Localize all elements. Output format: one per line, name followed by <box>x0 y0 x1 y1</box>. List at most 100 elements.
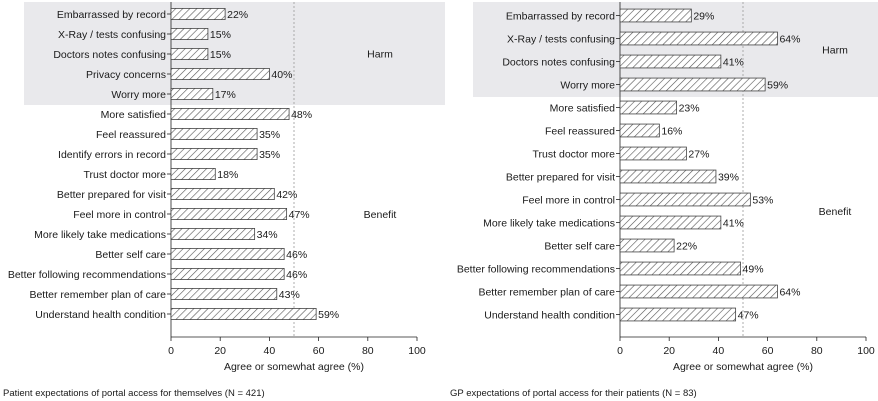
category-label: Better self care <box>544 240 615 252</box>
group-label-benefit: Benefit <box>364 209 397 221</box>
value-label: 41% <box>723 217 744 229</box>
value-label: 46% <box>286 269 307 281</box>
category-label: Feel more in control <box>73 209 166 221</box>
group-label-benefit: Benefit <box>819 206 852 218</box>
chart-caption: Patient expectations of portal access fo… <box>3 388 265 399</box>
bar <box>170 187 275 200</box>
value-label: 64% <box>779 286 800 298</box>
value-label: 49% <box>743 263 764 275</box>
bar <box>619 192 751 207</box>
category-label: Worry more <box>560 79 615 91</box>
value-label: 40% <box>271 69 292 81</box>
bar <box>619 169 717 184</box>
category-label: Identify errors in record <box>58 149 166 161</box>
x-tick-label: 100 <box>408 345 426 357</box>
bar <box>170 287 278 300</box>
value-label: 47% <box>289 209 310 221</box>
bar <box>170 7 226 20</box>
category-label: Better prepared for visit <box>506 171 615 183</box>
value-label: 35% <box>259 129 280 141</box>
value-label: 23% <box>679 102 700 114</box>
value-label: 15% <box>210 29 231 41</box>
harm-band <box>24 2 445 105</box>
value-label: 46% <box>286 249 307 261</box>
group-label-harm: Harm <box>367 49 393 61</box>
category-label: Privacy concerns <box>86 69 166 81</box>
category-label: Feel reassured <box>545 125 615 137</box>
category-label: Better following recommendations <box>8 269 166 281</box>
bar <box>170 88 214 101</box>
bar <box>170 207 288 220</box>
value-label: 43% <box>279 289 300 301</box>
bar <box>619 123 660 138</box>
category-label: Worry more <box>111 89 166 101</box>
value-label: 34% <box>257 229 278 241</box>
x-tick-label: 60 <box>762 345 774 357</box>
value-label: 42% <box>276 189 297 201</box>
group-label-harm: Harm <box>822 45 848 57</box>
value-label: 22% <box>676 240 697 252</box>
bar <box>619 8 692 23</box>
category-label: Better prepared for visit <box>57 189 166 201</box>
x-tick-label: 40 <box>264 345 276 357</box>
bar <box>170 127 258 140</box>
value-label: 16% <box>661 125 682 137</box>
x-axis-title: Agree or somewhat agree (%) <box>224 361 364 373</box>
value-label: 35% <box>259 149 280 161</box>
value-label: 29% <box>693 10 714 22</box>
bar <box>170 247 285 260</box>
bar <box>170 68 270 81</box>
bar <box>619 146 687 161</box>
bar <box>619 238 675 253</box>
value-label: 59% <box>767 79 788 91</box>
value-label: 64% <box>779 33 800 45</box>
x-tick-label: 100 <box>857 345 875 357</box>
category-label: Better remember plan of care <box>29 289 166 301</box>
bar <box>619 307 737 322</box>
chart-panel-2: Embarrassed by record 29% X-Ray / tests co… <box>450 2 878 399</box>
category-label: Embarrassed by record <box>506 10 615 22</box>
bar <box>170 108 290 121</box>
x-tick-label: 80 <box>362 345 374 357</box>
bar <box>619 54 722 69</box>
x-tick-label: 20 <box>214 345 226 357</box>
category-label: Understand health condition <box>35 309 166 321</box>
value-label: 15% <box>210 49 231 61</box>
x-tick-label: 40 <box>713 345 725 357</box>
bar <box>170 167 216 180</box>
chart-caption: GP expectations of portal access for the… <box>450 388 697 399</box>
category-label: More likely take medications <box>34 229 166 241</box>
x-tick-label: 60 <box>313 345 325 357</box>
value-label: 27% <box>688 148 709 160</box>
category-label: X-Ray / tests confusing <box>58 29 166 41</box>
category-label: Understand health condition <box>484 309 615 321</box>
bar <box>619 284 778 299</box>
x-tick-label: 20 <box>663 345 675 357</box>
x-axis-title: Agree or somewhat agree (%) <box>673 361 813 373</box>
category-label: Feel more in control <box>522 194 615 206</box>
category-label: Feel reassured <box>96 129 166 141</box>
category-label: Better remember plan of care <box>478 286 615 298</box>
category-label: More satisfied <box>101 109 167 121</box>
bar <box>170 267 285 280</box>
bar <box>170 227 256 240</box>
value-label: 48% <box>291 109 312 121</box>
category-label: Doctors notes confusing <box>53 49 166 61</box>
bar <box>619 77 766 92</box>
bar <box>170 147 258 160</box>
value-label: 39% <box>718 171 739 183</box>
x-tick-label: 80 <box>811 345 823 357</box>
bar <box>619 31 778 46</box>
value-label: 41% <box>723 56 744 68</box>
bar <box>619 100 677 115</box>
value-label: 53% <box>752 194 773 206</box>
category-label: Trust doctor more <box>84 169 167 181</box>
value-label: 22% <box>227 9 248 21</box>
category-label: Trust doctor more <box>533 148 616 160</box>
category-label: Doctors notes confusing <box>502 56 615 68</box>
value-label: 17% <box>215 89 236 101</box>
x-tick-label: 0 <box>617 345 623 357</box>
value-label: 18% <box>217 169 238 181</box>
